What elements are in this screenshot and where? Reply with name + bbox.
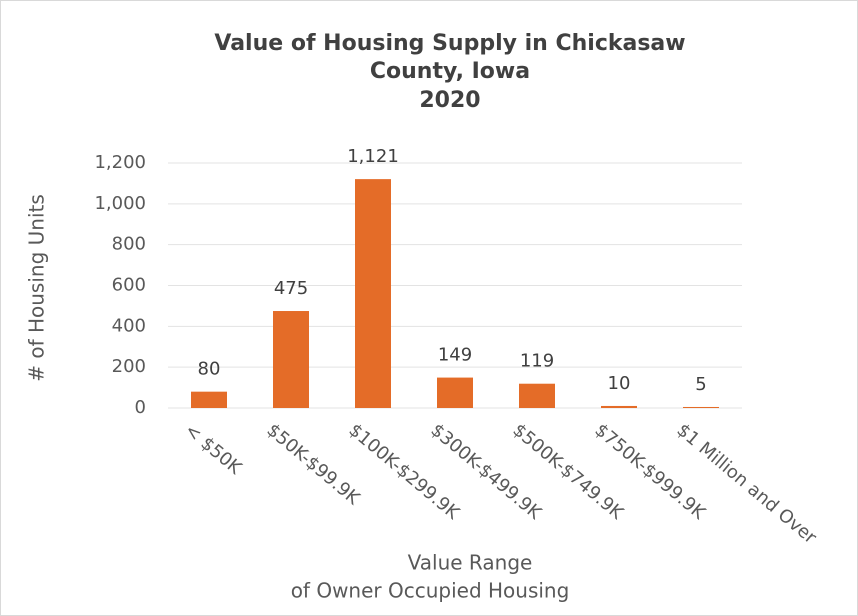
y-tick-label: 200 bbox=[112, 356, 146, 377]
bar bbox=[601, 405, 637, 408]
data-label: 149 bbox=[438, 345, 472, 366]
bar bbox=[683, 406, 719, 408]
data-label: 5 bbox=[695, 374, 706, 395]
x-axis-label: Value Range bbox=[408, 551, 533, 575]
bar bbox=[355, 179, 391, 408]
bar bbox=[519, 383, 555, 408]
y-tick-label: 600 bbox=[112, 275, 146, 296]
y-tick-label: 0 bbox=[135, 397, 146, 418]
data-label: 80 bbox=[198, 359, 221, 380]
chart-title: County, Iowa bbox=[370, 59, 530, 84]
y-tick-label: 1,000 bbox=[94, 193, 146, 214]
data-label: 10 bbox=[608, 373, 631, 394]
y-tick-label: 800 bbox=[112, 234, 146, 255]
data-label: 1,121 bbox=[347, 146, 399, 167]
y-axis-label: # of Housing Units bbox=[25, 194, 49, 382]
bar bbox=[273, 311, 309, 408]
bar bbox=[191, 391, 227, 408]
x-axis-label: of Owner Occupied Housing bbox=[291, 579, 570, 603]
chart-title: Value of Housing Supply in Chickasaw bbox=[214, 31, 685, 56]
bar bbox=[437, 377, 473, 408]
data-label: 119 bbox=[520, 351, 554, 372]
data-label: 475 bbox=[274, 278, 308, 299]
y-tick-label: 400 bbox=[112, 315, 146, 336]
y-tick-label: 1,200 bbox=[94, 152, 146, 173]
chart-title: 2020 bbox=[419, 88, 480, 113]
